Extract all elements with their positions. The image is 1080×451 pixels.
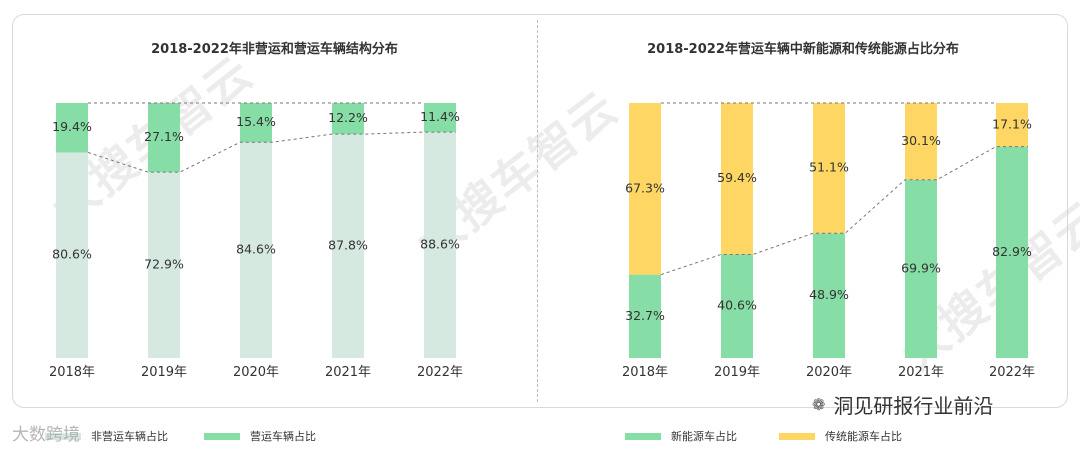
right-x-tick-3: 2020年 (806, 365, 852, 380)
right-data-label-4-series-1: 69.9% (901, 260, 941, 275)
left-chart-title: 2018-2022年非营运和营运车辆结构分布 (151, 42, 398, 57)
figure-frame (12, 14, 1068, 408)
right-connector-line (660, 146, 1028, 276)
right-bar-2-series-1 (721, 254, 753, 358)
legend-label-non-operating: 非营运车辆占比 (91, 430, 168, 443)
left-bar-2-series-1 (148, 172, 180, 358)
wechat-icon: ❁ (812, 395, 826, 414)
right-data-label-4-series-2: 30.1% (901, 133, 941, 148)
account-watermark-text: 洞见研报行业前沿 (833, 394, 994, 418)
left-data-label-5-series-2: 11.4% (420, 109, 460, 124)
legend-label-operating: 营运车辆占比 (250, 430, 316, 443)
left-x-tick-4: 2021年 (325, 365, 371, 380)
left-x-tick-5: 2022年 (417, 365, 463, 380)
right-x-tick-4: 2021年 (898, 365, 944, 380)
left-data-label-2-series-1: 72.9% (144, 257, 184, 272)
left-x-tick-1: 2018年 (49, 365, 95, 380)
right-data-label-1-series-2: 67.3% (625, 180, 665, 195)
right-data-label-2-series-1: 40.6% (717, 298, 757, 313)
legend-label-traditional-energy: 传统能源车占比 (825, 430, 902, 443)
right-legend: 新能源车占比 传统能源车占比 (625, 428, 902, 444)
right-chart-title: 2018-2022年营运车辆中新能源和传统能源占比分布 (647, 42, 959, 57)
right-bar-4-series-1 (905, 179, 937, 358)
right-bar-2-series-2 (721, 103, 753, 255)
right-bar-1-series-1 (629, 274, 661, 358)
left-x-tick-2: 2019年 (141, 365, 187, 380)
left-data-label-4-series-1: 87.8% (328, 238, 368, 253)
left-data-label-3-series-1: 84.6% (236, 242, 276, 257)
left-bar-2-series-2 (148, 103, 180, 173)
left-data-label-1-series-2: 19.4% (52, 119, 92, 134)
right-bar-3-series-1 (813, 233, 845, 358)
right-x-tick-2: 2019年 (714, 365, 760, 380)
left-bar-5-series-2 (424, 103, 456, 133)
right-x-tick-5: 2022年 (989, 365, 1035, 380)
left-bar-3-series-1 (240, 142, 272, 358)
panel-divider (537, 20, 538, 402)
legend-label-new-energy: 新能源车占比 (671, 430, 737, 443)
left-bar-1-series-1 (56, 152, 88, 358)
right-data-label-3-series-1: 48.9% (809, 287, 849, 302)
left-x-tick-3: 2020年 (233, 365, 279, 380)
left-data-label-3-series-2: 15.4% (236, 114, 276, 129)
right-data-label-1-series-1: 32.7% (625, 308, 665, 323)
left-bar-1-series-2 (56, 103, 88, 153)
right-bar-4-series-2 (905, 103, 937, 180)
right-bar-1-series-2 (629, 103, 661, 275)
bottom-left-watermark: 大数跨境 (12, 425, 80, 445)
account-watermark: ❁ 洞见研报行业前沿 (812, 390, 993, 419)
left-bar-5-series-1 (424, 132, 456, 358)
left-data-label-5-series-1: 88.6% (420, 237, 460, 252)
left-bar-3-series-2 (240, 103, 272, 143)
left-data-label-4-series-2: 12.2% (328, 110, 368, 125)
right-bar-5-series-2 (996, 103, 1028, 147)
left-connector-line (87, 131, 456, 173)
right-x-tick-1: 2018年 (622, 365, 668, 380)
right-data-label-3-series-2: 51.1% (809, 160, 849, 175)
left-data-label-1-series-1: 80.6% (52, 247, 92, 262)
left-bar-4-series-1 (332, 134, 364, 358)
right-data-label-2-series-2: 59.4% (717, 170, 757, 185)
right-data-label-5-series-2: 17.1% (992, 116, 1032, 131)
legend-swatch-traditional-energy (779, 432, 815, 440)
legend-swatch-new-energy (625, 432, 661, 440)
legend-swatch-non-operating (45, 432, 81, 440)
right-data-label-5-series-1: 82.9% (992, 244, 1032, 259)
right-bar-3-series-2 (813, 103, 845, 234)
left-legend: 非营运车辆占比 营运车辆占比 (45, 428, 316, 444)
left-data-label-2-series-2: 27.1% (144, 129, 184, 144)
left-bar-4-series-2 (332, 103, 364, 135)
right-bar-5-series-1 (996, 146, 1028, 358)
legend-swatch-operating (204, 432, 240, 440)
